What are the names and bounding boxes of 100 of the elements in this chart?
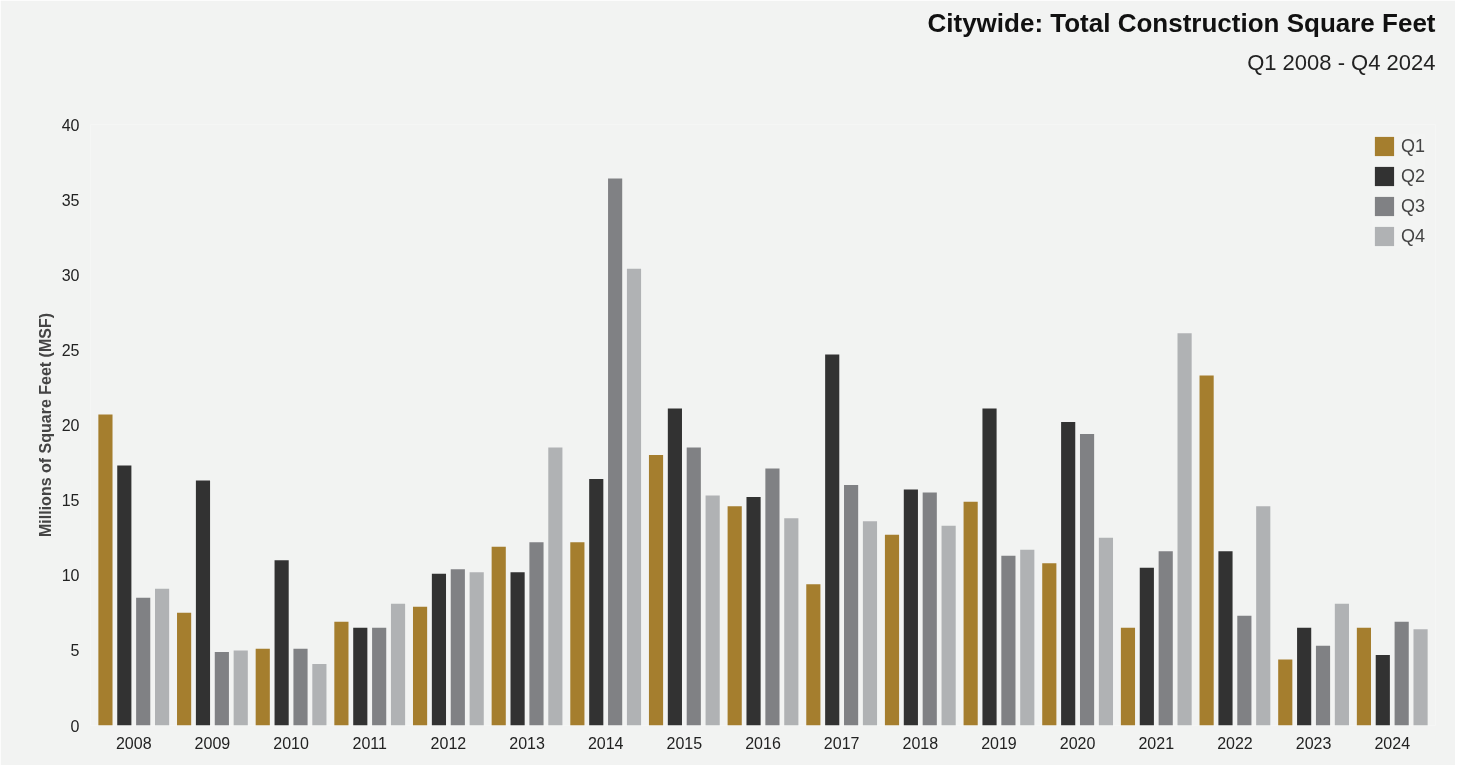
bar <box>982 408 997 726</box>
bar <box>312 663 327 726</box>
bar <box>746 497 761 726</box>
x-tick-label: 2018 <box>902 734 939 752</box>
x-tick-label: 2017 <box>823 734 860 752</box>
bar <box>784 518 799 726</box>
x-tick-label: 2010 <box>273 734 309 752</box>
x-tick-label: 2016 <box>745 734 781 752</box>
x-tick-label: 2024 <box>1374 734 1411 752</box>
bar <box>667 408 682 726</box>
bar <box>372 627 387 726</box>
y-tick-label: 15 <box>61 492 80 510</box>
y-tick-label: 40 <box>61 116 80 134</box>
y-tick-label: 5 <box>70 642 80 660</box>
x-tick-label: 2019 <box>981 734 1017 752</box>
x-tick-label: 2023 <box>1295 734 1332 752</box>
bar <box>1098 537 1114 726</box>
bar <box>155 588 170 726</box>
bar <box>1315 645 1331 726</box>
bar <box>1001 555 1016 726</box>
bar <box>765 468 780 726</box>
x-tick-label: 2015 <box>666 734 703 752</box>
y-tick-label: 0 <box>70 717 80 735</box>
x-tick-label: 2014 <box>587 734 624 752</box>
x-tick-label: 2009 <box>194 734 231 752</box>
x-tick-label: 2012 <box>430 734 467 752</box>
bar <box>469 572 484 726</box>
bar <box>963 501 978 726</box>
bar <box>1218 551 1233 726</box>
bar <box>117 465 132 726</box>
bar <box>529 542 544 726</box>
bar <box>1394 621 1409 726</box>
bar <box>195 480 211 726</box>
chart-title: Citywide: Total Construction Square Feet <box>927 7 1436 38</box>
bar <box>862 521 878 726</box>
bar <box>98 414 113 726</box>
bar <box>548 447 563 726</box>
x-tick-label: 2011 <box>352 734 388 752</box>
bar <box>274 560 289 726</box>
bar <box>844 485 859 726</box>
legend-label: Q4 <box>1400 225 1425 247</box>
y-tick-label: 20 <box>61 417 80 434</box>
x-tick-label: 2022 <box>1217 734 1253 752</box>
legend-label: Q2 <box>1400 165 1425 187</box>
legend-label: Q3 <box>1400 195 1425 217</box>
y-tick-label: 30 <box>61 266 80 284</box>
legend-label: Q1 <box>1400 135 1425 157</box>
chart-subtitle: Q1 2008 - Q4 2024 <box>1247 49 1436 75</box>
bar <box>1199 375 1214 726</box>
bar <box>922 492 937 726</box>
y-tick-label: 25 <box>61 341 80 359</box>
bar <box>353 627 368 726</box>
bar <box>705 495 720 726</box>
x-tick-label: 2021 <box>1138 734 1175 752</box>
bar <box>686 447 701 726</box>
bar <box>491 546 506 726</box>
x-tick-label: 2020 <box>1059 734 1096 752</box>
bar <box>884 534 900 726</box>
bar <box>1177 333 1192 726</box>
bar <box>1334 603 1349 726</box>
bar <box>214 651 229 726</box>
x-tick-label: 2008 <box>115 734 152 752</box>
bar <box>1356 627 1371 726</box>
bar <box>255 648 270 726</box>
bar <box>510 572 525 726</box>
y-axis-title: Millions of Square Feet (MSF) <box>36 312 54 537</box>
bar <box>293 648 308 726</box>
bar <box>412 606 428 726</box>
bar <box>589 479 604 726</box>
y-tick-label: 35 <box>61 191 80 209</box>
bar <box>806 584 821 726</box>
bar <box>648 455 664 726</box>
x-tick-label: 2013 <box>509 734 545 752</box>
bar <box>1278 659 1293 726</box>
bar <box>1120 627 1136 726</box>
y-tick-label: 10 <box>61 567 80 585</box>
bar <box>1297 627 1312 726</box>
bar <box>1375 654 1390 726</box>
bar <box>1079 434 1095 726</box>
bar <box>941 525 956 726</box>
bar <box>570 542 585 726</box>
bar <box>1042 563 1057 726</box>
bar <box>727 506 742 726</box>
bar <box>903 489 918 726</box>
bar <box>1256 506 1271 726</box>
bar <box>177 612 192 726</box>
bar <box>334 621 349 726</box>
bar <box>136 597 151 726</box>
bar <box>1139 567 1154 726</box>
bar <box>825 354 840 726</box>
bar <box>233 650 248 726</box>
bar <box>450 569 465 726</box>
bar <box>390 603 406 726</box>
bar <box>1061 421 1076 726</box>
bar <box>1413 629 1428 726</box>
bar <box>626 268 642 726</box>
bar <box>608 178 623 726</box>
bar <box>431 573 447 726</box>
bar <box>1237 615 1252 726</box>
bar <box>1158 551 1173 726</box>
